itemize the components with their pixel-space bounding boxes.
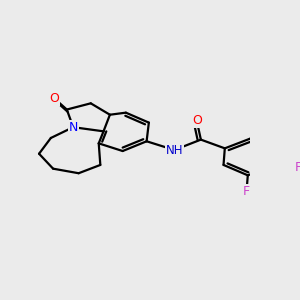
Text: F: F [295, 160, 300, 173]
Text: F: F [243, 185, 250, 198]
Text: O: O [49, 92, 59, 105]
Text: N: N [68, 121, 78, 134]
Text: NH: NH [166, 143, 183, 157]
Text: O: O [192, 114, 202, 127]
